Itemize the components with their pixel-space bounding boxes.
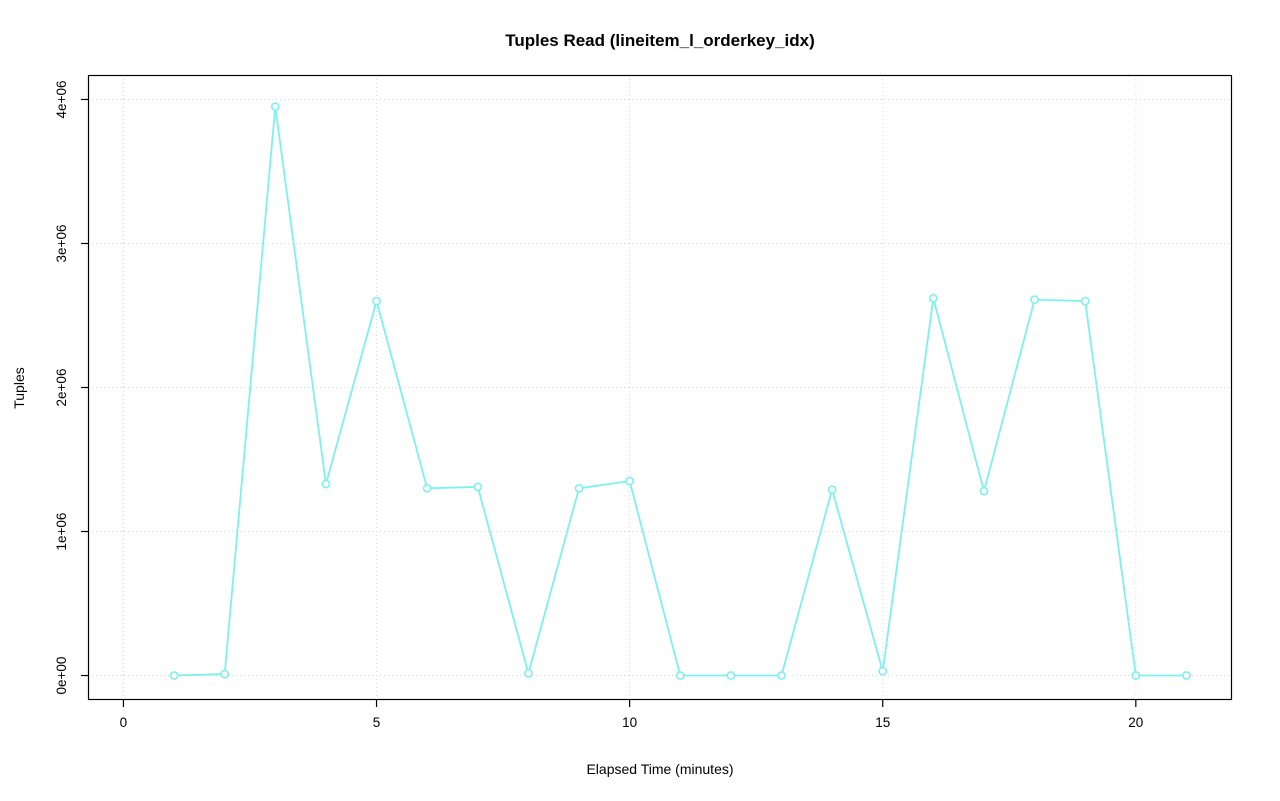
data-point	[574, 483, 584, 493]
data-point	[827, 485, 837, 495]
data-point	[675, 671, 685, 680]
data-point	[372, 296, 381, 306]
data-point	[270, 102, 280, 112]
x-tick-label: 20	[1128, 715, 1143, 730]
data-point	[625, 476, 635, 486]
data-point	[928, 293, 938, 303]
data-point	[979, 486, 989, 496]
x-axis-label: Elapsed Time (minutes)	[586, 761, 734, 777]
data-point	[777, 671, 786, 680]
data-point	[878, 666, 888, 676]
data-point	[220, 669, 230, 679]
data-point	[1182, 671, 1191, 680]
y-tick-label: 0e+00	[54, 657, 69, 695]
data-point	[1030, 295, 1039, 305]
x-tick-label: 5	[373, 715, 381, 730]
data-point	[473, 482, 483, 492]
data-point	[726, 671, 736, 680]
x-tick-label: 15	[875, 715, 890, 730]
data-point	[1080, 296, 1090, 306]
x-tick-label: 0	[120, 715, 128, 730]
y-tick-label: 1e+06	[54, 513, 69, 551]
chart-title: Tuples Read (lineitem_l_orderkey_idx)	[505, 31, 815, 50]
data-point	[169, 671, 179, 680]
y-tick-label: 4e+06	[54, 81, 69, 119]
data-point	[321, 479, 331, 489]
data-point	[523, 668, 533, 678]
data-point	[1131, 671, 1141, 680]
data-point	[422, 483, 432, 493]
plot-border	[87, 74, 1233, 701]
y-tick-label: 3e+06	[54, 225, 69, 263]
y-tick-label: 2e+06	[54, 369, 69, 407]
x-tick-label: 10	[622, 715, 637, 730]
series-line	[173, 105, 1188, 677]
